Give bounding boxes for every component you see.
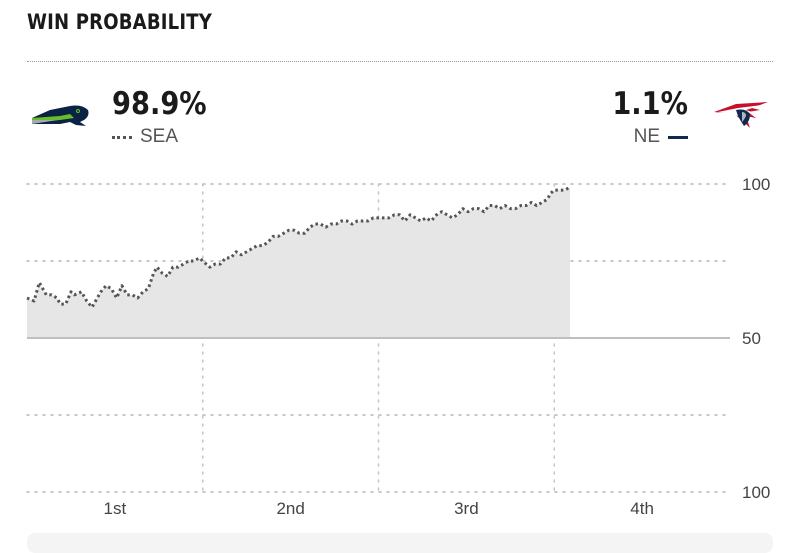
home-series-legend-swatch [112, 135, 132, 139]
away-team-block: 1.1% NE [602, 86, 688, 148]
title-divider [27, 61, 773, 62]
sea-probability-area [27, 187, 571, 338]
y-tick-label: 50 [742, 329, 761, 348]
x-tick-label: 2nd [276, 499, 304, 518]
home-team-abbr: SEA [140, 126, 179, 147]
next-card-edge [27, 533, 773, 553]
patriots-logo-icon [714, 102, 768, 128]
home-win-percentage: 98.9% [112, 86, 207, 122]
x-tick-label: 4th [630, 499, 654, 518]
chart-labels: 100 50 100 1st 2nd 3rd 4th [104, 175, 771, 518]
away-win-percentage: 1.1% [612, 86, 688, 122]
x-tick-label: 3rd [454, 499, 479, 518]
win-probability-chart[interactable]: 100 50 100 1st 2nd 3rd 4th [0, 175, 800, 520]
page-title: WIN PROBABILITY [27, 10, 212, 34]
x-tick-label: 1st [104, 499, 127, 518]
y-tick-label: 100 [742, 175, 770, 194]
sea-probability-line [26, 185, 571, 309]
seahawks-logo-icon [32, 105, 89, 126]
away-team-abbr: NE [633, 126, 660, 147]
y-tick-label: 100 [742, 483, 770, 502]
away-series-legend-swatch [668, 135, 688, 139]
home-team-block: 98.9% SEA [112, 86, 220, 148]
chart-area-layer [26, 185, 730, 339]
